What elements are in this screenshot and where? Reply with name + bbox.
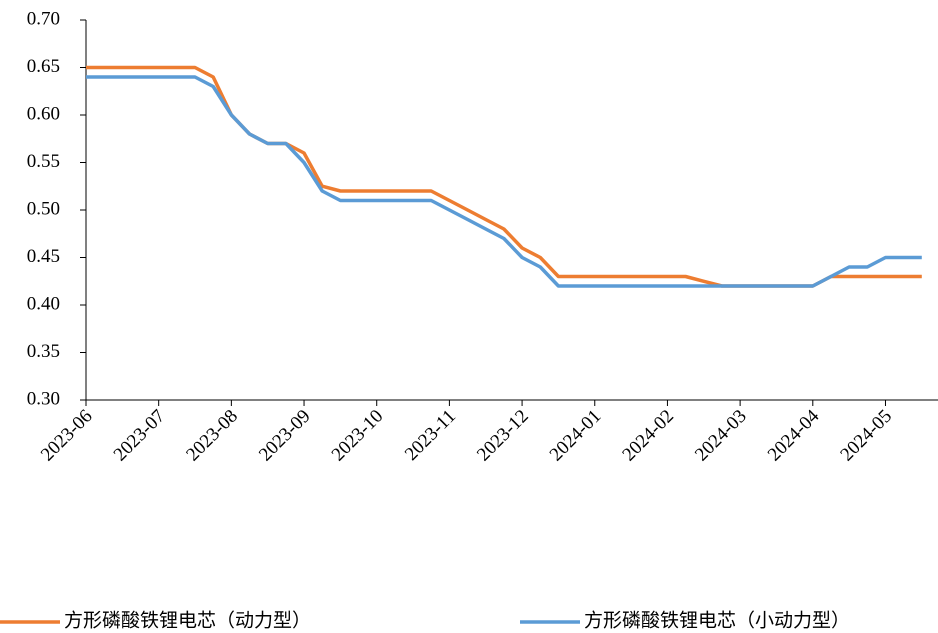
x-tick-label: 2024-01 xyxy=(546,406,606,466)
x-tick-label: 2023-12 xyxy=(473,406,533,466)
y-tick-label: 0.45 xyxy=(27,246,60,267)
x-tick-label: 2023-09 xyxy=(255,406,315,466)
x-tick-label: 2023-06 xyxy=(37,406,97,466)
x-tick-label: 2024-03 xyxy=(691,406,751,466)
x-tick-label: 2023-08 xyxy=(182,406,242,466)
y-tick-label: 0.55 xyxy=(27,151,60,172)
x-tick-label: 2023-07 xyxy=(110,406,170,466)
y-tick-label: 0.60 xyxy=(27,103,60,124)
series-line xyxy=(86,75,922,288)
y-tick-label: 0.70 xyxy=(27,8,60,29)
x-tick-label: 2024-02 xyxy=(618,406,678,466)
x-tick-label: 2023-10 xyxy=(328,406,388,466)
y-tick-label: 0.50 xyxy=(27,198,60,219)
x-tick-label: 2023-11 xyxy=(401,406,460,465)
x-tick-label: 2024-04 xyxy=(764,405,824,465)
series-line xyxy=(86,65,922,288)
legend-label: 方形磷酸铁锂电芯（动力型） xyxy=(64,609,311,631)
y-tick-label: 0.40 xyxy=(27,293,60,314)
y-tick-label: 0.30 xyxy=(27,388,60,409)
legend-label: 方形磷酸铁锂电芯（小动力型） xyxy=(584,609,850,631)
y-tick-label: 0.35 xyxy=(27,341,60,362)
x-tick-label: 2024-05 xyxy=(836,406,896,466)
y-tick-label: 0.65 xyxy=(27,56,60,77)
